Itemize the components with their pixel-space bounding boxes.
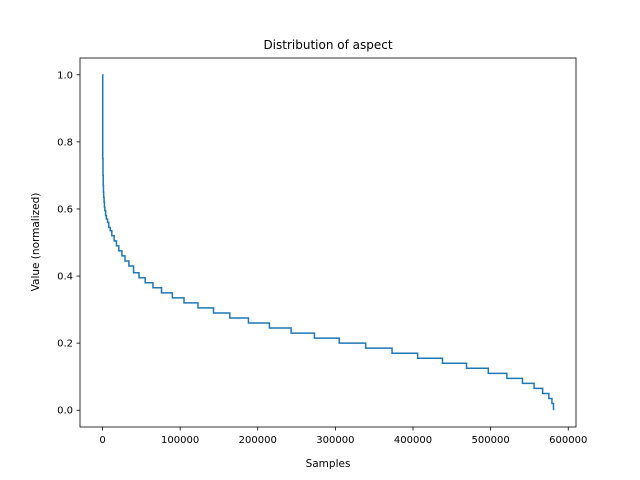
series-layer <box>101 74 555 411</box>
y-tick-label: 0.0 <box>57 406 73 417</box>
x-tick-label: 0 <box>99 435 105 446</box>
x-axis: 0 100000 200000 300000 400000 500000 600000 <box>99 427 587 446</box>
x-tick-label: 400000 <box>394 435 432 446</box>
x-tick-label: 600000 <box>549 435 587 446</box>
y-tick-label: 0.2 <box>57 339 73 350</box>
y-tick-label: 0.6 <box>57 204 73 215</box>
x-tick-label: 500000 <box>472 435 510 446</box>
plot-frame <box>79 57 577 428</box>
chart-title: Distribution of aspect <box>263 38 392 52</box>
plot-area <box>80 58 576 427</box>
x-tick-label: 200000 <box>239 435 277 446</box>
y-tick-label: 1.0 <box>57 70 73 81</box>
y-tick-label: 0.8 <box>57 137 73 148</box>
y-axis-label: Value (normalized) <box>30 193 42 292</box>
y-axis: 0.0 0.2 0.4 0.6 0.8 1.0 <box>57 70 80 417</box>
x-tick-label: 300000 <box>316 435 354 446</box>
x-tick-label: 100000 <box>161 435 199 446</box>
y-tick-label: 0.4 <box>57 272 73 283</box>
x-axis-label: Samples <box>306 458 351 470</box>
series-line <box>101 74 555 411</box>
